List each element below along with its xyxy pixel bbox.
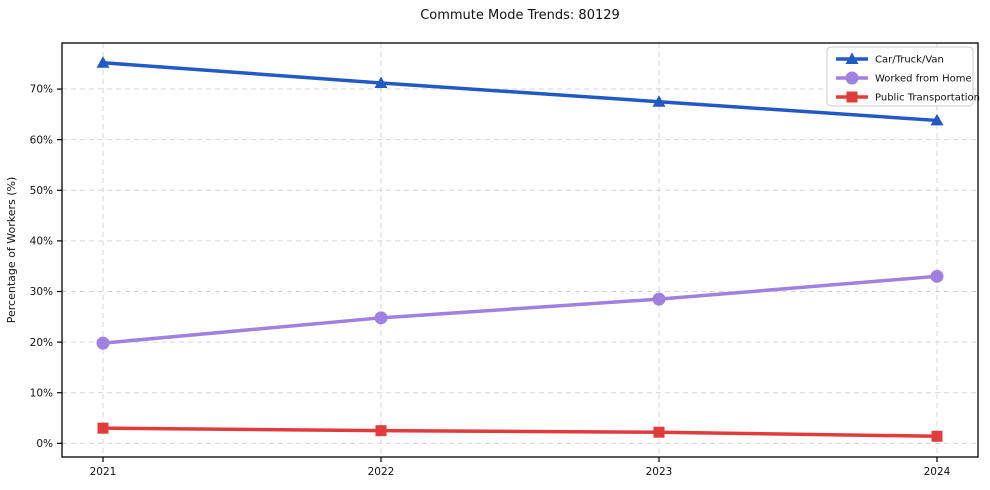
- axis-tick-labels: 0% 10% 20% 30% 40% 50% 60% 70% 2021 2022 2023 2024: [30, 84, 951, 478]
- x-tick-label: 2024: [924, 466, 951, 478]
- y-tick-label: 0%: [36, 438, 53, 450]
- square-marker: [846, 91, 858, 103]
- x-tick-label: 2022: [368, 466, 395, 478]
- y-tick-label: 30%: [30, 286, 53, 298]
- y-tick-label: 60%: [30, 134, 53, 146]
- y-tick-label: 40%: [30, 236, 53, 248]
- circle-marker: [374, 311, 388, 325]
- plot-border: [61, 42, 979, 458]
- legend: Car/Truck/Van Worked from Home Public Tran…: [826, 46, 980, 107]
- chart-title: Commute Mode Trends: 80129: [420, 8, 620, 23]
- legend-label: Worked from Home: [875, 74, 972, 85]
- series-car-truck-van: [96, 56, 944, 126]
- triangle-marker: [96, 56, 110, 68]
- legend-label: Public Transportation: [875, 93, 980, 104]
- triangle-marker: [930, 113, 944, 126]
- circle-marker: [96, 336, 110, 350]
- legend-box: [826, 46, 974, 107]
- square-marker: [375, 425, 387, 437]
- square-marker: [653, 426, 665, 438]
- legend-entry: Public Transportation: [836, 91, 980, 104]
- y-axis-label: Percentage of Workers (%): [5, 177, 18, 324]
- triangle-marker: [652, 95, 666, 107]
- circle-marker: [845, 71, 859, 85]
- x-tick-label: 2023: [646, 466, 673, 478]
- triangle-marker: [845, 52, 859, 64]
- circle-marker: [652, 292, 666, 306]
- series-line: [101, 274, 939, 345]
- x-tick-label: 2021: [90, 466, 117, 478]
- y-tick-label: 70%: [30, 84, 53, 96]
- square-marker: [931, 430, 943, 442]
- series-public-transportation: [97, 422, 943, 442]
- legend-label: Car/Truck/Van: [875, 55, 944, 66]
- legend-entry: Car/Truck/Van: [836, 52, 944, 66]
- gridlines: [62, 43, 978, 457]
- y-tick-label: 50%: [30, 185, 53, 197]
- circle-marker: [930, 269, 944, 283]
- series-worked-from-home: [96, 269, 944, 350]
- y-tick-label: 20%: [30, 337, 53, 349]
- y-tick-label: 10%: [30, 387, 53, 399]
- series-line: [101, 426, 939, 438]
- axis-ticks: [57, 88, 938, 462]
- legend-entry: Worked from Home: [836, 71, 972, 85]
- square-marker: [97, 422, 109, 434]
- series-line: [101, 60, 939, 123]
- triangle-marker: [374, 76, 388, 88]
